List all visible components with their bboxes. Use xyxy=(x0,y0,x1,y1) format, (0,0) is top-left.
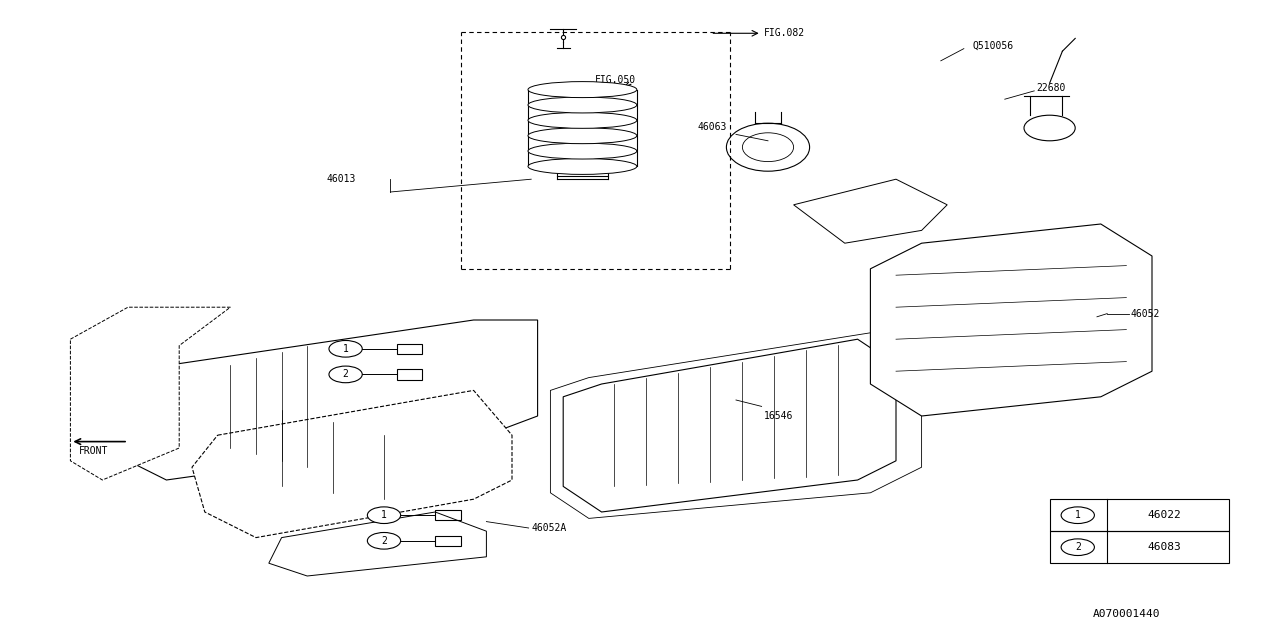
Text: FIG.050: FIG.050 xyxy=(595,75,636,85)
Ellipse shape xyxy=(529,113,637,129)
Polygon shape xyxy=(192,390,512,538)
Text: 46022: 46022 xyxy=(1148,510,1181,520)
Circle shape xyxy=(329,340,362,357)
Circle shape xyxy=(367,532,401,549)
Bar xyxy=(1050,531,1229,563)
Ellipse shape xyxy=(742,133,794,162)
Text: 46083: 46083 xyxy=(1148,542,1181,552)
Polygon shape xyxy=(563,339,896,512)
Text: 2: 2 xyxy=(343,369,348,380)
Bar xyxy=(397,369,422,380)
Circle shape xyxy=(367,507,401,524)
Text: 46052A: 46052A xyxy=(531,523,567,533)
Ellipse shape xyxy=(529,143,637,159)
Polygon shape xyxy=(870,224,1152,416)
Polygon shape xyxy=(794,179,947,243)
Bar xyxy=(1050,499,1229,531)
Bar xyxy=(435,510,461,520)
Circle shape xyxy=(1024,115,1075,141)
Ellipse shape xyxy=(529,128,637,144)
Circle shape xyxy=(1061,539,1094,556)
Text: 1: 1 xyxy=(1075,510,1080,520)
Polygon shape xyxy=(269,512,486,576)
Text: 1: 1 xyxy=(381,510,387,520)
Polygon shape xyxy=(128,320,538,480)
Text: FRONT: FRONT xyxy=(79,446,109,456)
Text: 22680: 22680 xyxy=(1037,83,1066,93)
Text: Q510056: Q510056 xyxy=(973,41,1014,51)
Text: 46013: 46013 xyxy=(326,174,356,184)
Text: FIG.082: FIG.082 xyxy=(764,28,805,38)
Ellipse shape xyxy=(529,97,637,113)
Ellipse shape xyxy=(727,124,810,172)
Text: A070001440: A070001440 xyxy=(1093,609,1160,620)
Text: 46063: 46063 xyxy=(698,122,727,132)
Circle shape xyxy=(329,366,362,383)
Text: 2: 2 xyxy=(1075,542,1080,552)
Ellipse shape xyxy=(529,82,637,98)
Circle shape xyxy=(1061,507,1094,524)
Bar xyxy=(397,344,422,354)
Ellipse shape xyxy=(529,159,637,175)
Text: 16546: 16546 xyxy=(764,411,794,421)
Polygon shape xyxy=(70,307,230,480)
Text: 2: 2 xyxy=(381,536,387,546)
Text: 1: 1 xyxy=(343,344,348,354)
Bar xyxy=(435,536,461,546)
Text: 46052: 46052 xyxy=(1130,308,1160,319)
